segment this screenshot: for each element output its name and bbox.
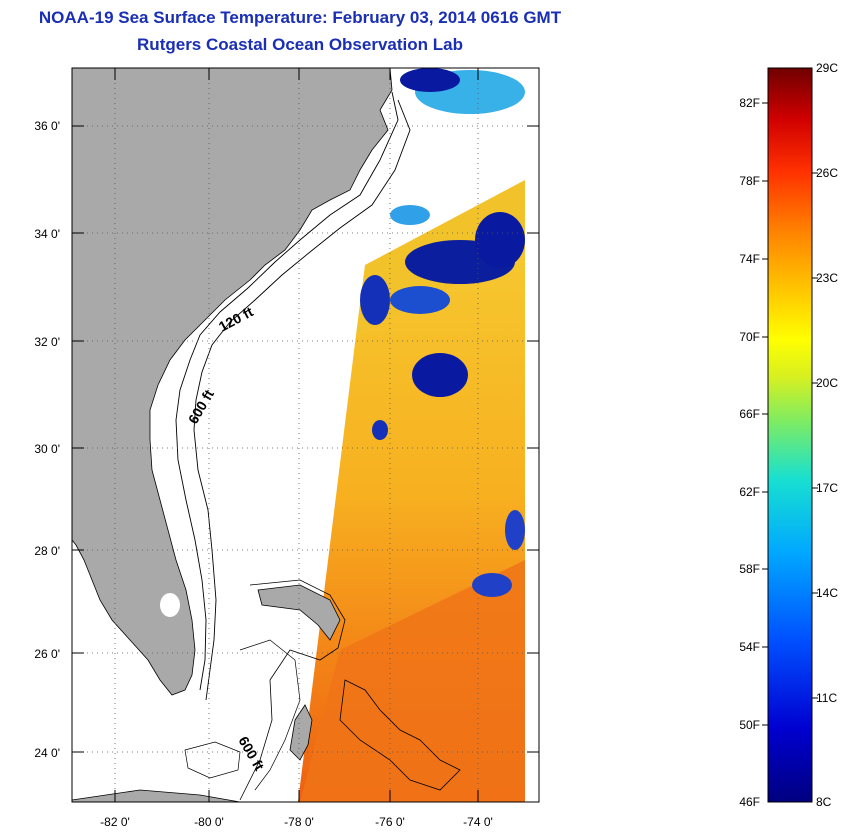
cold-patch (475, 212, 525, 268)
land-grand-bahama (257, 584, 341, 641)
cold-patch (505, 510, 525, 550)
lat-label: 26 0' (34, 647, 60, 661)
colorbar-ticks (762, 102, 818, 726)
land-cuba (72, 789, 241, 802)
colorbar-f-label: 46F (739, 795, 760, 809)
colorbar-c-label: 23C (816, 271, 838, 285)
contour-600ft (193, 99, 411, 701)
frame-ticks (72, 68, 539, 802)
lat-label: 34 0' (34, 227, 60, 241)
lon-label: -80 0' (194, 815, 224, 829)
contour-bahamas-inner (239, 639, 301, 791)
colorbar-f-label: 78F (739, 174, 760, 188)
colorbar-f-label: 50F (739, 718, 760, 732)
cold-patch (360, 275, 390, 325)
lon-label: -74 0' (463, 815, 493, 829)
colorbar: 82F 78F 74F 70F 66F 62F 58F 54F 50F 46F … (739, 61, 838, 809)
sst-hot-region (300, 560, 525, 802)
lat-label: 24 0' (34, 746, 60, 760)
lat-label: 28 0' (34, 544, 60, 558)
colorbar-f-label: 58F (739, 562, 760, 576)
colorbar-f-label: 66F (739, 407, 760, 421)
sst-swath (298, 68, 525, 802)
map-frame (71, 67, 540, 803)
lon-label: -82 0' (100, 815, 130, 829)
map-area: 120 ft 600 ft 600 ft (72, 68, 539, 802)
cold-patch (390, 286, 450, 314)
colorbar-f-label: 54F (739, 640, 760, 654)
lon-label: -78 0' (284, 815, 314, 829)
lat-label: 32 0' (34, 335, 60, 349)
contour-bahamas (239, 579, 346, 801)
land-us-coast (72, 68, 393, 696)
cold-patch (372, 420, 388, 440)
colorbar-c-label: 26C (816, 166, 838, 180)
contour-120ft (175, 91, 399, 691)
colorbar-f-label: 74F (739, 252, 760, 266)
colorbar-c-label: 20C (816, 376, 838, 390)
cold-patch (400, 68, 460, 92)
contour-cuba-islands (184, 741, 241, 779)
colorbar-c-label: 11C (816, 691, 837, 705)
land-bahamas (289, 704, 313, 761)
colorbar-gradient (767, 67, 813, 803)
colorbar-c-label: 8C (816, 795, 832, 809)
colorbar-f-label: 82F (739, 96, 760, 110)
lon-label: -76 0' (375, 815, 405, 829)
lake-okeechobee (160, 593, 180, 617)
map-title: NOAA-19 Sea Surface Temperature: Februar… (38, 8, 562, 27)
colorbar-c-label: 14C (816, 586, 838, 600)
colorbar-c-label: 17C (816, 481, 838, 495)
map-subtitle: Rutgers Coastal Ocean Observation Lab (137, 35, 463, 54)
cold-patch (472, 573, 512, 597)
colorbar-f-label: 70F (739, 330, 760, 344)
cold-patch (412, 353, 468, 397)
colorbar-c-label: 29C (816, 61, 838, 75)
cold-patch (390, 205, 430, 225)
contour-east-bahamas (339, 679, 461, 791)
lat-label: 30 0' (34, 442, 60, 456)
lat-label: 36 0' (34, 119, 60, 133)
colorbar-f-label: 62F (739, 485, 760, 499)
